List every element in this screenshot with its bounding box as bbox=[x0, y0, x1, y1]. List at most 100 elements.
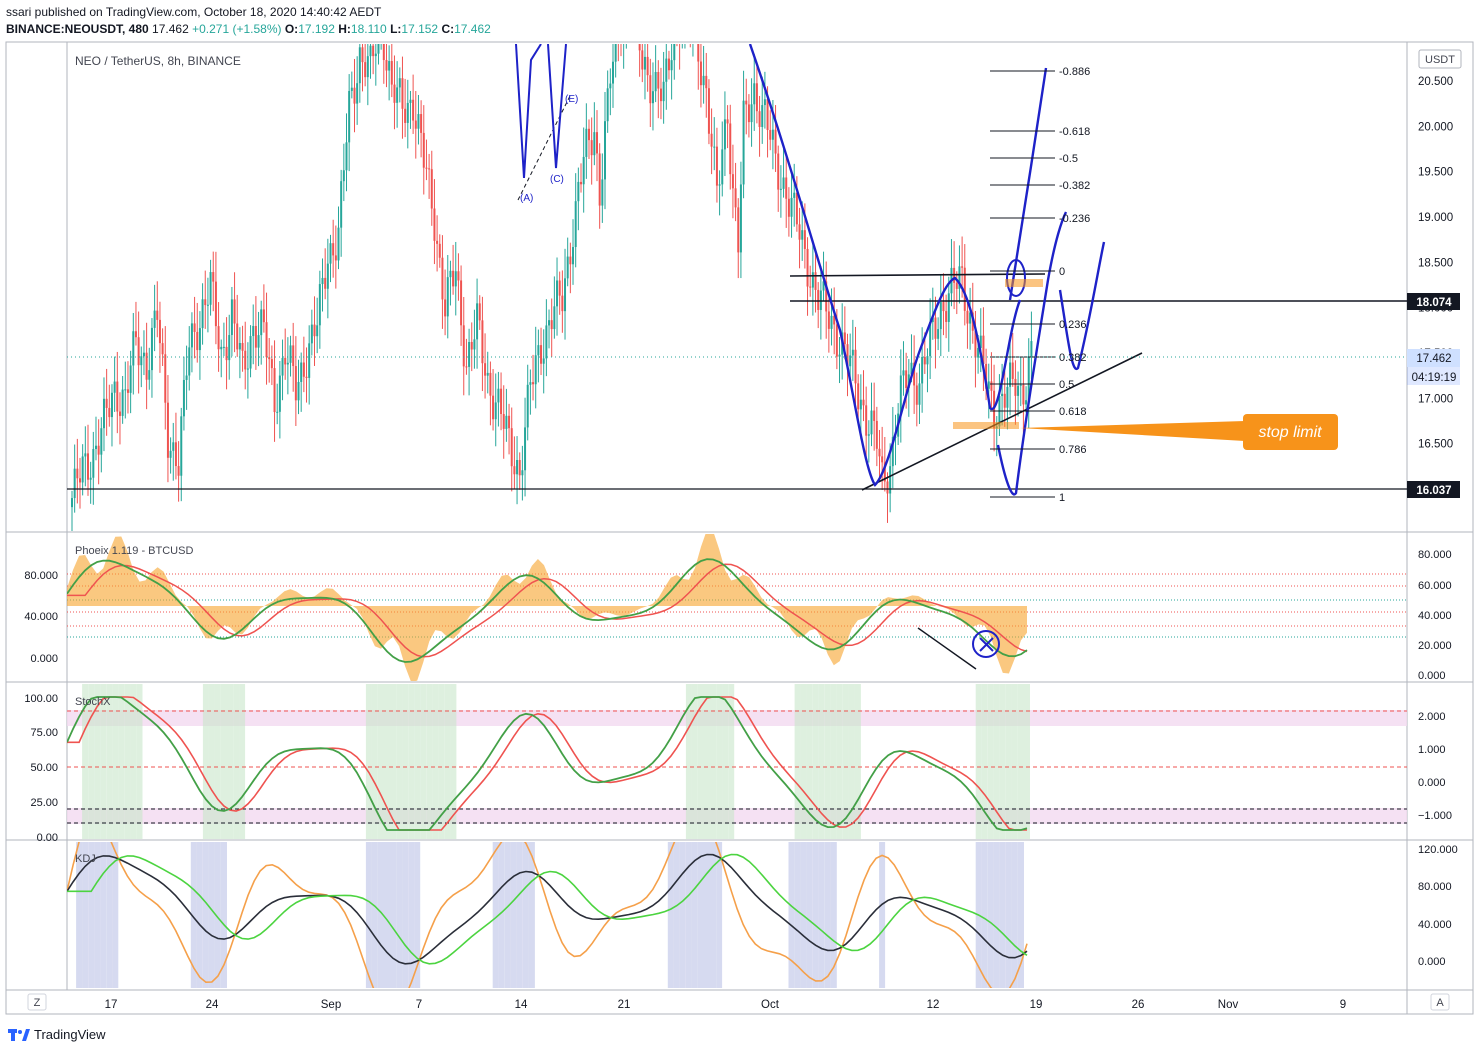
main-pane-title: NEO / TetherUS, 8h, BINANCE bbox=[75, 54, 241, 68]
candle-body bbox=[193, 323, 196, 332]
kdj-signal-bars bbox=[76, 842, 1024, 988]
kdj-signal-bar bbox=[390, 842, 396, 988]
stochx-signal-bar bbox=[830, 684, 837, 839]
candle-body bbox=[636, 0, 638, 8]
low-label: L: bbox=[390, 22, 402, 36]
symbol-label[interactable]: BINANCE:NEOUSDT, 480 bbox=[6, 22, 149, 36]
candle-body bbox=[881, 456, 884, 463]
candle-body bbox=[747, 104, 750, 123]
stochx-d-line bbox=[67, 696, 1027, 831]
stochx-signal-bar bbox=[396, 684, 403, 839]
neckline bbox=[789, 273, 1046, 277]
zoom-reset-button[interactable] bbox=[27, 993, 47, 1011]
open-label: O: bbox=[284, 22, 299, 36]
price-tick-label: 19.000 bbox=[1418, 212, 1453, 224]
candle-body bbox=[513, 466, 516, 475]
kdj-signal-bar bbox=[112, 842, 119, 988]
kdj-signal-bar bbox=[879, 842, 886, 988]
kdj-signal-bar bbox=[830, 842, 837, 988]
price-axis[interactable]: 20.50020.00019.50019.00018.50018.00017.5… bbox=[1418, 76, 1453, 496]
candle-body bbox=[113, 381, 116, 393]
candle-body bbox=[798, 224, 801, 240]
stochx-signal-bar bbox=[426, 684, 433, 839]
candle-body bbox=[492, 395, 495, 420]
time-tick-label: 19 bbox=[1030, 999, 1043, 1011]
candle-body bbox=[771, 129, 774, 140]
stochx-signal-bar bbox=[993, 684, 1000, 839]
candle-body bbox=[438, 243, 441, 258]
footer[interactable]: TradingView bbox=[8, 1027, 106, 1042]
stop-limit-callout[interactable] bbox=[1243, 414, 1338, 450]
currency-badge[interactable] bbox=[1418, 49, 1462, 69]
candle-body bbox=[380, 15, 382, 23]
candle-body bbox=[180, 416, 183, 476]
candle-body bbox=[316, 325, 319, 337]
candle-body bbox=[198, 328, 201, 351]
candle-body bbox=[643, 56, 646, 70]
phoeix-fast-line bbox=[67, 558, 1028, 663]
candle-body bbox=[723, 119, 726, 150]
candle-body bbox=[777, 153, 780, 190]
candle-body bbox=[140, 356, 143, 366]
kdj-signal-bar bbox=[698, 842, 704, 988]
stochx-signal-bar bbox=[112, 684, 119, 839]
candle-body bbox=[755, 83, 758, 112]
stochx-signal-bar bbox=[88, 684, 95, 839]
zoom-reset-label: Z bbox=[34, 997, 41, 1009]
candle-body bbox=[305, 376, 308, 378]
stochx-signal-bar bbox=[420, 684, 427, 839]
kdj-signal-bar bbox=[716, 842, 723, 988]
candle-body bbox=[825, 281, 828, 312]
candle-body bbox=[444, 299, 447, 317]
candle-body bbox=[313, 324, 316, 337]
kdj-j-line bbox=[67, 842, 1028, 988]
price-tick-label: 16.500 bbox=[1418, 439, 1453, 451]
candle-body bbox=[449, 270, 452, 278]
auto-scale-button[interactable] bbox=[1430, 993, 1450, 1011]
kdj-signal-bar bbox=[993, 842, 1000, 988]
kdj-signal-bar bbox=[516, 842, 523, 988]
candle-body bbox=[873, 410, 876, 421]
kdj-signal-bar bbox=[818, 842, 825, 988]
time-tick-label: Oct bbox=[761, 999, 780, 1011]
candle-body bbox=[372, 45, 375, 57]
candle-body bbox=[521, 470, 524, 476]
candle-body bbox=[300, 362, 303, 382]
candle-body bbox=[196, 331, 199, 351]
candle-body bbox=[318, 284, 321, 326]
candle-body bbox=[955, 282, 958, 289]
candle-body bbox=[105, 398, 108, 408]
time-axis[interactable]: 17 24 Sep 7 14 21 Oct 12 19 26 Nov 9 bbox=[105, 999, 1347, 1011]
candle-body bbox=[803, 230, 806, 249]
candle-body bbox=[484, 363, 487, 376]
candle-body bbox=[94, 445, 97, 450]
stochx-signal-bar bbox=[227, 684, 233, 839]
kdj-signal-bar bbox=[498, 842, 505, 988]
candle-body bbox=[742, 100, 745, 185]
candle-body bbox=[1027, 357, 1030, 401]
kdj-signal-bar bbox=[214, 842, 221, 988]
candle-body bbox=[542, 358, 545, 364]
candle-body bbox=[377, 44, 380, 54]
candle-body bbox=[281, 357, 284, 376]
stochx-signal-bar bbox=[438, 684, 445, 839]
candle-body bbox=[891, 436, 894, 467]
stochx-k-line bbox=[67, 696, 1028, 831]
candle-body bbox=[1001, 393, 1004, 397]
candle-body bbox=[548, 320, 551, 326]
kdj-signal-bar bbox=[528, 842, 535, 988]
candle-body bbox=[276, 411, 279, 413]
candle-body bbox=[702, 75, 705, 86]
candle-body bbox=[1025, 400, 1028, 405]
candle-body bbox=[284, 357, 287, 365]
stochx-signal-bar bbox=[691, 684, 698, 839]
candle-body bbox=[689, 6, 691, 27]
stochx-signal-bar bbox=[390, 684, 396, 839]
candle-body bbox=[182, 379, 185, 417]
candle-body bbox=[494, 402, 497, 420]
stochx-signal-bar bbox=[854, 684, 861, 839]
kdj-signal-bar bbox=[806, 842, 813, 988]
candle-body bbox=[334, 255, 337, 261]
candle-body bbox=[822, 281, 825, 291]
